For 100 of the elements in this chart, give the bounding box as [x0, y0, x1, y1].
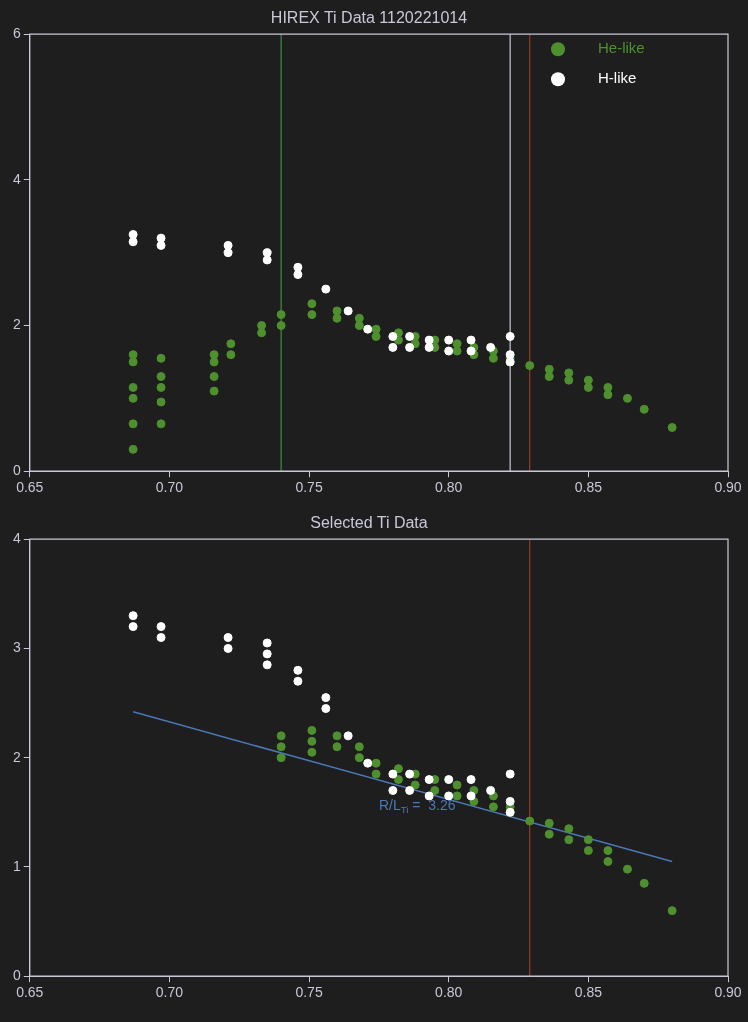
point [307, 299, 317, 309]
point [332, 731, 342, 741]
point [639, 878, 649, 888]
point [466, 346, 476, 356]
point [223, 248, 233, 258]
point [444, 346, 454, 356]
point [209, 386, 219, 396]
point [354, 753, 364, 763]
y-tick-label: 0 [12, 462, 21, 479]
point [603, 856, 613, 866]
point [603, 382, 613, 392]
point [452, 780, 462, 790]
y-tick-label: 3 [12, 639, 21, 656]
point [424, 775, 434, 785]
point [156, 372, 166, 382]
point [371, 758, 381, 768]
point [156, 240, 166, 250]
point [424, 342, 434, 352]
point [276, 753, 286, 763]
point [393, 775, 403, 785]
point [276, 731, 286, 741]
point [156, 633, 166, 643]
point [128, 229, 138, 239]
y-tick-label: 0 [12, 967, 21, 984]
point [209, 350, 219, 360]
point [564, 824, 574, 834]
point [622, 393, 632, 403]
point [257, 328, 267, 338]
point [332, 306, 342, 316]
point [488, 353, 498, 363]
x-tick-label: 0.75 [295, 984, 323, 1001]
point [307, 310, 317, 320]
point [564, 368, 574, 378]
point [583, 846, 593, 856]
point [223, 643, 233, 653]
point [128, 622, 138, 632]
x-tick-label: 0.65 [16, 479, 44, 496]
y-tick-label: 4 [12, 170, 21, 187]
point [209, 357, 219, 367]
point [525, 816, 535, 826]
point [488, 802, 498, 812]
y-tick-label: 2 [12, 748, 21, 765]
point [486, 342, 496, 352]
point [156, 397, 166, 407]
x-tick-label: 0.80 [435, 984, 463, 1001]
point [405, 769, 415, 779]
point [156, 353, 166, 363]
point [276, 321, 286, 331]
chart-title: HIREX Ti Data 1120221014 [270, 9, 468, 27]
point [223, 633, 233, 643]
x-tick-label: 0.85 [574, 479, 603, 496]
point [486, 785, 496, 795]
point [262, 649, 272, 659]
point [583, 835, 593, 845]
point [424, 335, 434, 345]
point [156, 233, 166, 243]
point [293, 270, 303, 280]
point [262, 638, 272, 648]
point [226, 339, 236, 349]
point [343, 306, 353, 316]
point [466, 791, 476, 801]
point [354, 742, 364, 752]
point [505, 796, 515, 806]
point [332, 313, 342, 323]
point [293, 676, 303, 686]
point [354, 321, 364, 331]
point [667, 906, 677, 916]
point [430, 785, 440, 795]
point [452, 339, 462, 349]
point [262, 660, 272, 670]
point [307, 736, 317, 746]
x-tick-label: 0.80 [435, 479, 463, 496]
x-tick-label: 0.65 [16, 984, 44, 1001]
point [583, 375, 593, 385]
x-tick-label: 0.70 [155, 984, 184, 1001]
point [332, 742, 342, 752]
point [452, 346, 462, 356]
point [410, 780, 420, 790]
point [321, 693, 331, 703]
x-tick-label: 0.75 [295, 479, 323, 496]
point [388, 331, 398, 341]
point [388, 342, 398, 352]
point [128, 419, 138, 429]
point [388, 769, 398, 779]
point [128, 357, 138, 367]
point [128, 350, 138, 360]
x-tick-label: 0.90 [714, 479, 742, 496]
point [466, 335, 476, 345]
y-tick-label: 1 [12, 857, 21, 874]
point [564, 375, 574, 385]
point [444, 791, 454, 801]
point [622, 864, 632, 874]
point [343, 731, 353, 741]
point [128, 393, 138, 403]
point [128, 237, 138, 247]
point [405, 331, 415, 341]
point [544, 372, 554, 382]
point [276, 310, 286, 320]
point [544, 829, 554, 839]
point [371, 324, 381, 334]
